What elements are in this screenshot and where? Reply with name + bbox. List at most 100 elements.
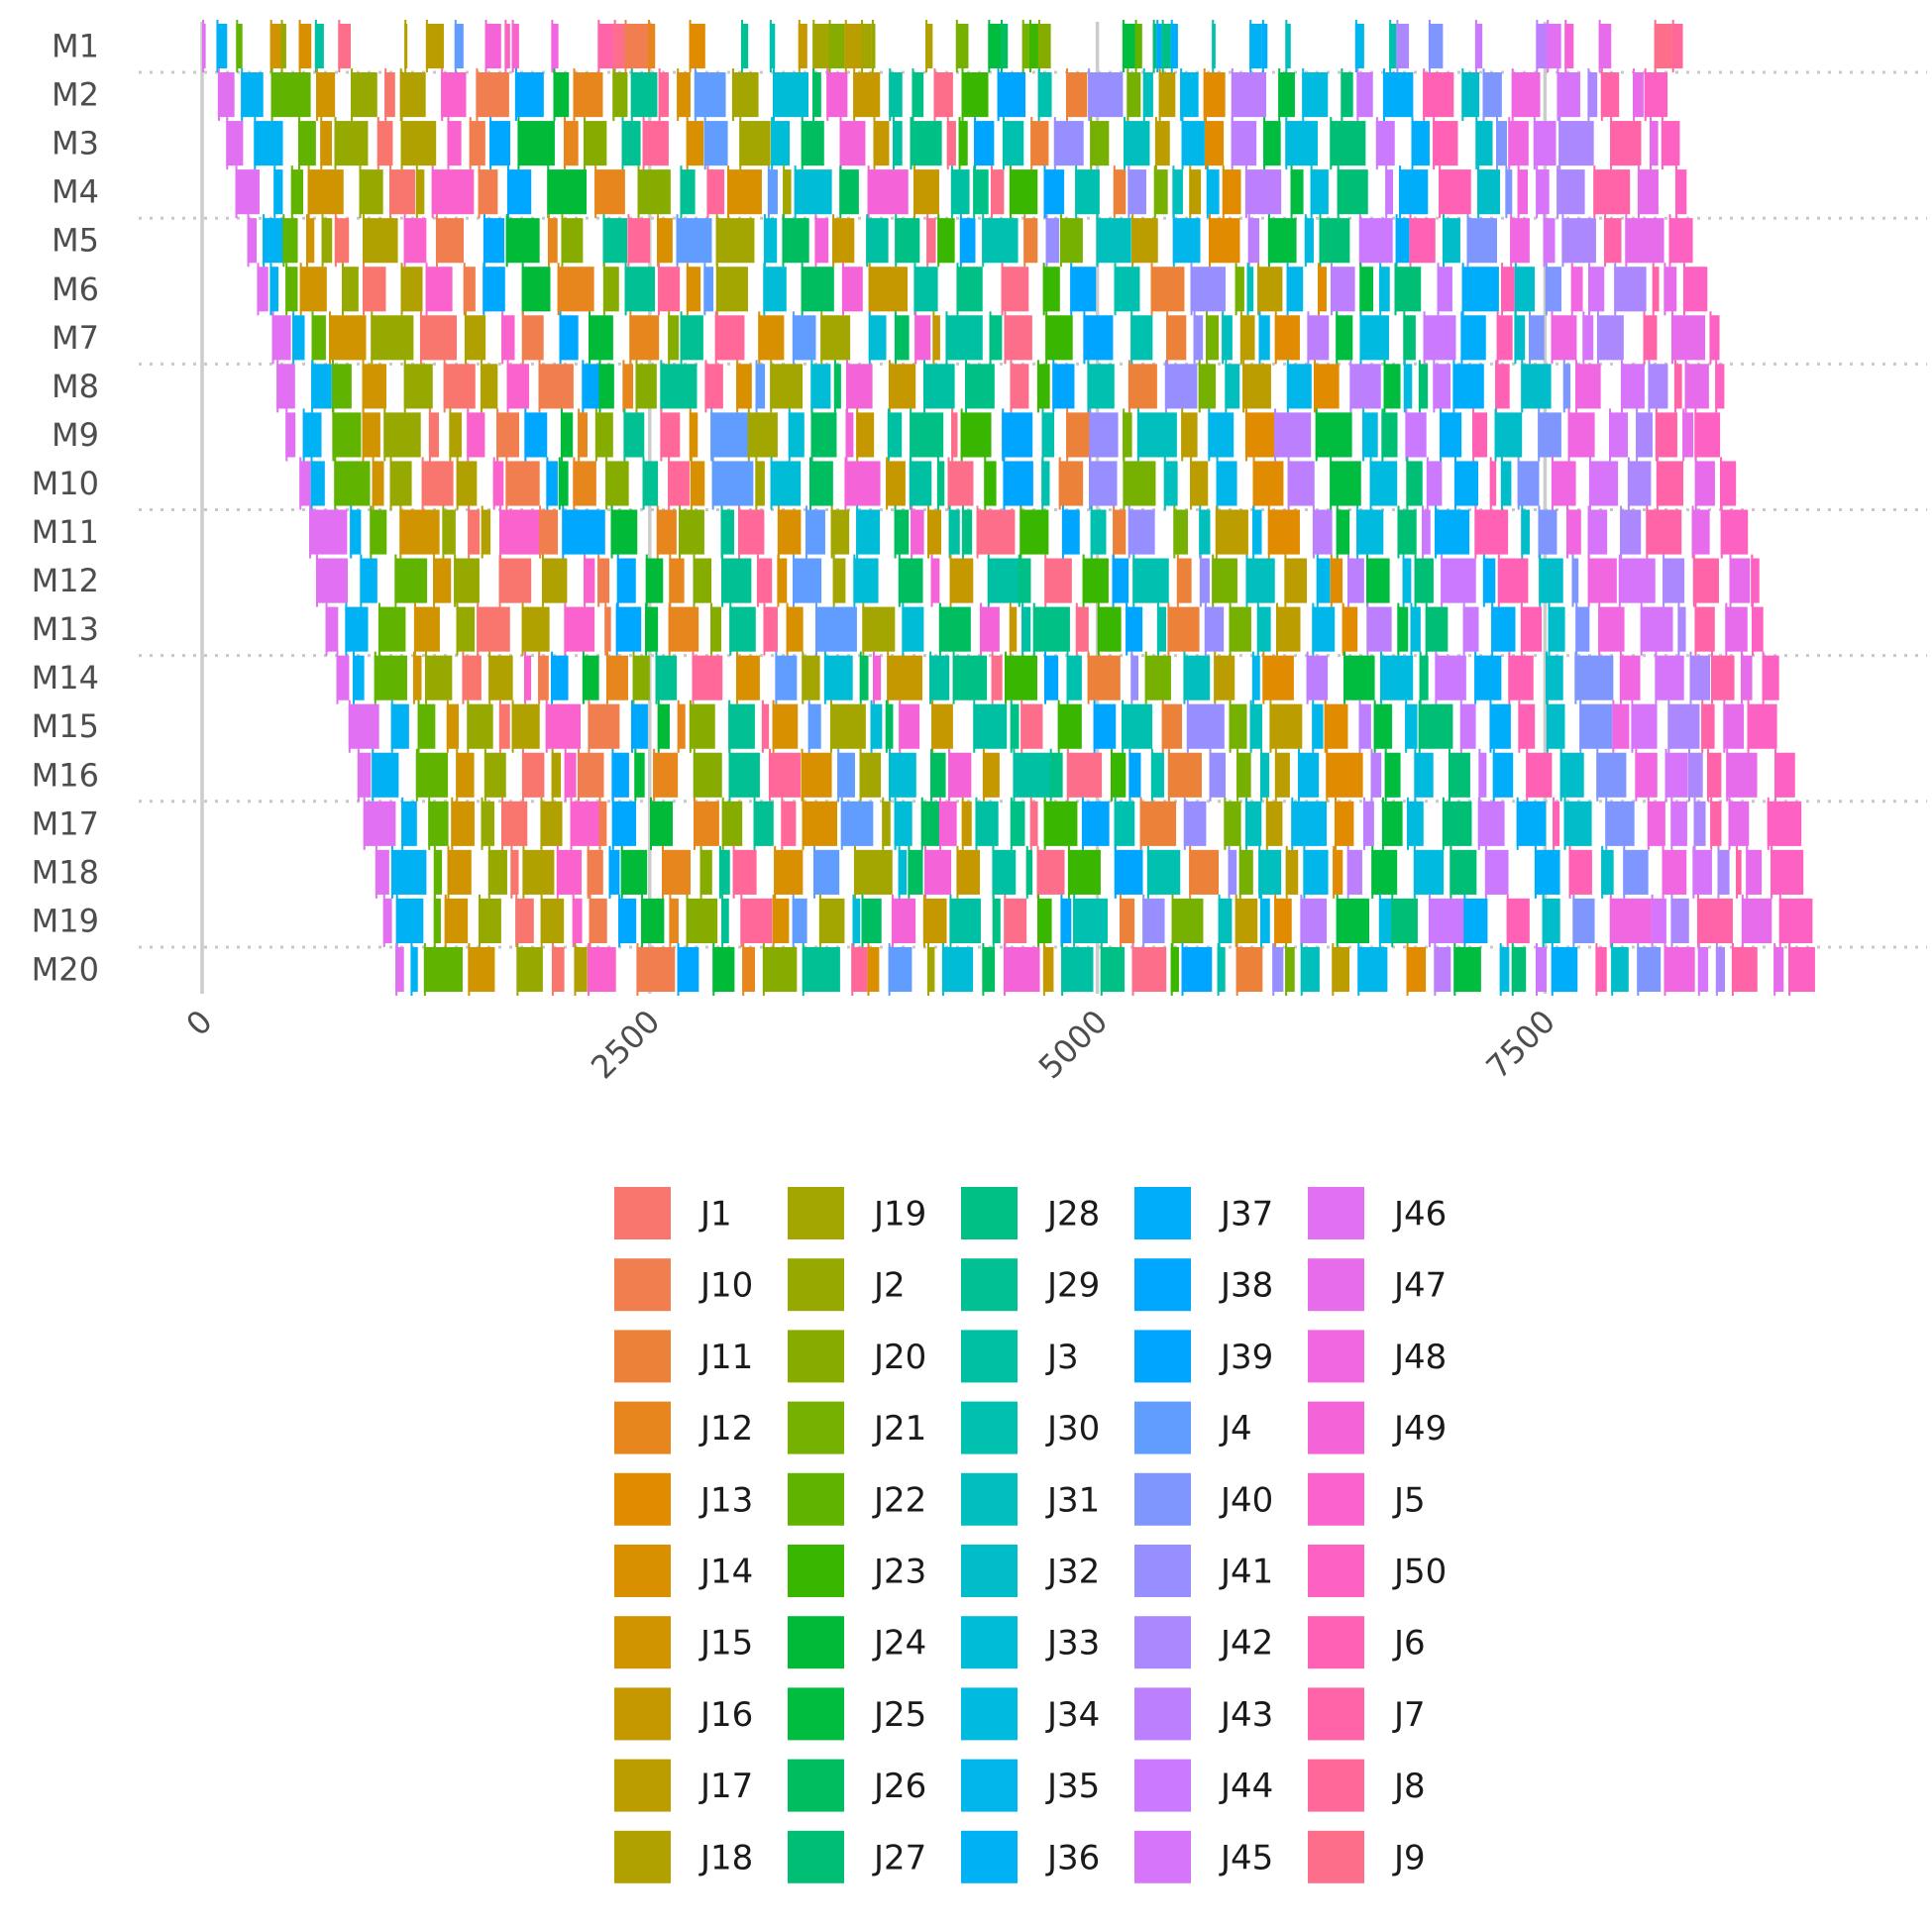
gantt-bar-M4-J44: [1385, 169, 1393, 215]
gantt-bar-M2-J32: [1461, 72, 1480, 118]
gantt-bar-M4-J7: [1593, 169, 1631, 215]
gantt-bar-M7-J19: [820, 315, 851, 361]
gantt-bar-M12-J40: [1571, 558, 1579, 603]
gantt-bar-M2-J28: [912, 72, 924, 118]
gantt-bar-M12-J4: [793, 558, 822, 603]
gantt-bar-M7-J2: [371, 315, 414, 361]
gantt-bar-M9-J9: [951, 412, 958, 458]
gantt-bar-M17-J5: [570, 801, 600, 846]
gantt-bar-M4-J13: [1222, 169, 1241, 215]
gantt-bar-M17-J16: [961, 801, 972, 846]
gantt-bar-M14-J11: [1087, 655, 1121, 700]
gantt-bar-M17-J44: [1477, 801, 1505, 846]
gantt-bar-M4-J33: [794, 169, 832, 215]
gantt-bar-M18-J12: [662, 849, 691, 895]
gantt-bar-M4-J28: [973, 169, 989, 215]
gantt-bar-M12-J1: [498, 558, 532, 603]
gantt-bar-M13-J12: [668, 606, 699, 652]
gantt-bar-M9-J22: [332, 412, 362, 458]
gantt-bar-M1-J18: [925, 23, 933, 69]
y-tick-label-M6: M6: [52, 270, 99, 308]
gantt-bar-M20-J41: [1272, 946, 1284, 993]
gantt-bar-M17-J2: [481, 801, 494, 846]
gantt-bar-M12-J20: [693, 558, 712, 603]
gantt-bar-M11-J7: [1646, 509, 1682, 555]
gantt-bar-M3-J25: [1263, 121, 1281, 166]
gantt-bar-M2-J8: [658, 72, 669, 118]
gantt-bar-M17-J12: [694, 801, 719, 846]
gantt-bar-M9-J5: [467, 412, 485, 458]
gantt-bar-M2-J13: [1203, 72, 1226, 118]
gantt-bar-M14-J3: [929, 655, 950, 700]
gantt-bar-M15-J3: [973, 703, 1008, 749]
gantt-bar-M15-J31: [1249, 703, 1263, 749]
gantt-bar-M20-J46: [395, 946, 404, 993]
gantt-bar-M18-J43: [1346, 849, 1362, 895]
gantt-bar-M9-J41: [1089, 412, 1119, 458]
gantt-bar-M6-J42: [1614, 267, 1647, 312]
y-tick-label-M4: M4: [52, 173, 99, 211]
gantt-bar-M14-J44: [1435, 655, 1466, 700]
gantt-bar-M6-J10: [463, 267, 476, 312]
gantt-bar-M16-J23: [1110, 752, 1127, 798]
gantt-bar-M10-J34: [1369, 461, 1398, 506]
gantt-bar-M5-J26: [782, 218, 809, 264]
gantt-bar-M7-J25: [1336, 315, 1353, 361]
legend-label-J24: J24: [872, 1624, 926, 1664]
gantt-bar-M1-J43: [1536, 23, 1548, 69]
legend-swatch-J39: [1134, 1330, 1191, 1383]
gantt-bar-M12-J32: [1539, 558, 1563, 603]
gantt-bar-M3-J35: [1181, 121, 1205, 166]
gantt-bar-M14-J49: [873, 655, 882, 700]
y-tick-label-M10: M10: [32, 465, 99, 502]
gantt-bar-M10-J45: [1588, 461, 1619, 506]
gantt-bar-M4-J35: [1206, 169, 1220, 215]
legend-swatch-J29: [961, 1258, 1018, 1312]
gantt-bar-M9-J32: [1494, 412, 1523, 458]
gantt-bar-M13-J50: [1752, 606, 1764, 652]
gantt-bar-M19-J17: [1234, 898, 1258, 943]
gantt-bar-M13-J46: [325, 606, 339, 652]
gantt-bar-M15-J42: [1667, 703, 1700, 749]
x-tick-label-0: 0: [178, 1003, 219, 1043]
gantt-bar-M7-J12: [629, 315, 660, 361]
gantt-bar-M17-J26: [920, 801, 940, 846]
gantt-bar-M7-J48: [1551, 315, 1577, 361]
gantt-bar-M6-J12: [557, 267, 594, 312]
gantt-bar-M17-J49: [938, 801, 957, 846]
gantt-bar-M5-J12: [547, 218, 558, 264]
gantt-bar-M19-J25: [1336, 898, 1370, 943]
gantt-bar-M13-J16: [1009, 606, 1018, 652]
gantt-bar-M11-J24: [610, 509, 638, 555]
legend-label-J27: J27: [872, 1838, 926, 1878]
gantt-bar-M13-J19: [862, 606, 896, 652]
gantt-bar-M2-J25: [1278, 72, 1295, 118]
legend-label-J6: J6: [1392, 1624, 1426, 1664]
gantt-bar-M2-J3: [889, 72, 903, 118]
gantt-bar-M18-J22: [433, 849, 443, 895]
gantt-bar-M16-J12: [653, 752, 679, 798]
gantt-bar-M8-J26: [833, 364, 841, 409]
gantt-bar-M16-J28: [1049, 752, 1063, 798]
gantt-bar-M2-J47: [1633, 72, 1644, 118]
gantt-bar-M8-J18: [480, 364, 498, 409]
gantt-bar-M7-J9: [1004, 315, 1032, 361]
gantt-bar-M19-J4: [792, 898, 807, 943]
gantt-bar-M14-J23: [1005, 655, 1037, 700]
gantt-bar-M9-J47: [1682, 412, 1694, 458]
gantt-bar-M10-J25: [1330, 461, 1361, 506]
gantt-bar-M5-J5: [403, 218, 427, 264]
gantt-bar-M9-J23: [960, 412, 992, 458]
gantt-bar-M6-J45: [1588, 267, 1605, 312]
gantt-bar-M20-J28: [1100, 946, 1126, 993]
gantt-bar-M13-J44: [1462, 606, 1479, 652]
gantt-bar-M12-J31: [1245, 558, 1275, 603]
gantt-bar-M5-J35: [1172, 218, 1201, 264]
gantt-bar-M18-J11: [1189, 849, 1220, 895]
gantt-bar-M3-J22: [298, 121, 316, 166]
gantt-bar-M4-J10: [478, 169, 498, 215]
y-tick-label-M2: M2: [52, 76, 99, 114]
gantt-bar-M7-J8: [714, 315, 745, 361]
legend-label-J32: J32: [1045, 1553, 1100, 1592]
gantt-bar-M16-J39: [1128, 752, 1141, 798]
